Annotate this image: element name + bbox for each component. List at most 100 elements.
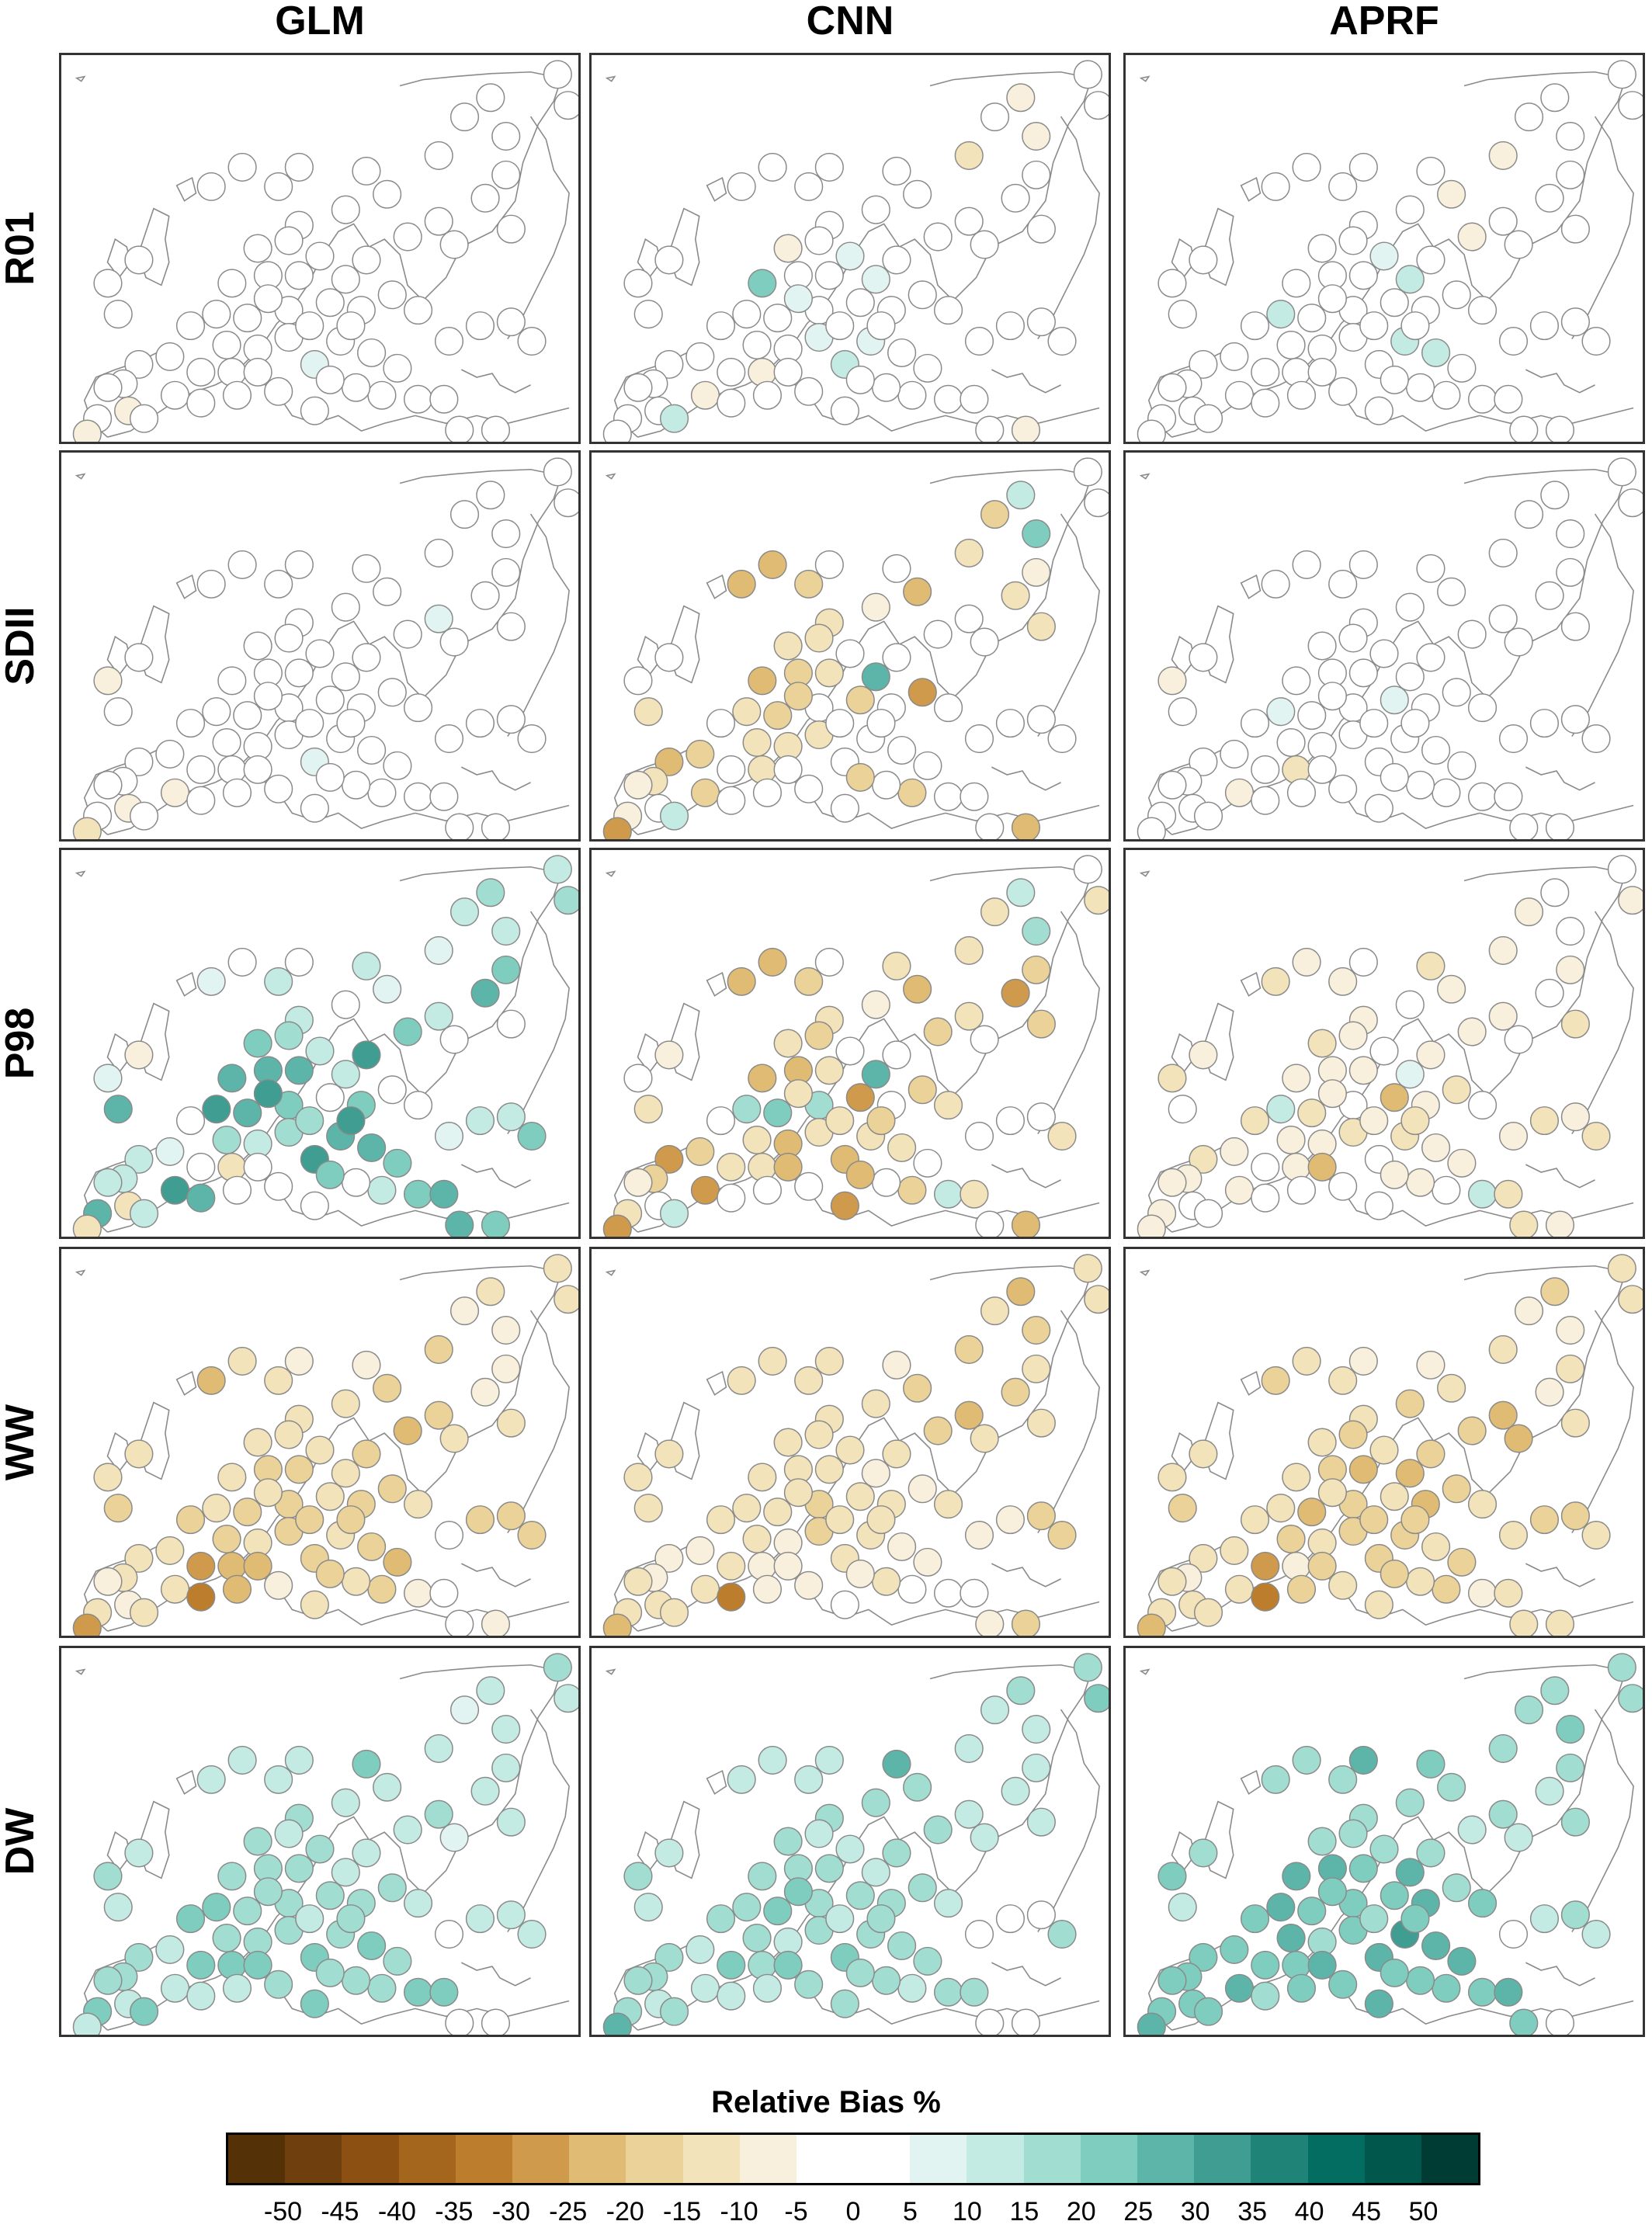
- station-marker: [685, 1536, 715, 1565]
- station-marker: [732, 1893, 762, 1922]
- station-marker: [403, 782, 433, 811]
- coastline-segment: [175, 971, 197, 997]
- station-marker: [602, 1214, 632, 1237]
- station-marker: [1467, 296, 1498, 325]
- coastline-segment: [1139, 870, 1150, 877]
- station-marker: [1556, 160, 1585, 189]
- station-marker: [830, 1191, 859, 1220]
- coastline-segment: [605, 473, 616, 480]
- station-marker: [763, 701, 793, 731]
- station-marker: [773, 1428, 803, 1457]
- station-marker: [377, 280, 407, 310]
- station-marker: [1488, 1799, 1518, 1829]
- station-marker: [1011, 2008, 1041, 2035]
- station-marker: [331, 1459, 360, 1488]
- station-marker: [975, 2008, 1005, 2035]
- station-marker: [1581, 1521, 1611, 1550]
- coastline-segment: [852, 1265, 1093, 1496]
- station-marker: [964, 327, 994, 356]
- station-marker: [517, 724, 547, 754]
- station-marker: [654, 245, 684, 275]
- coastline-segment: [1240, 971, 1262, 997]
- station-marker: [352, 1350, 381, 1379]
- station-marker: [434, 724, 464, 754]
- station-marker: [434, 327, 464, 356]
- station-marker: [1581, 724, 1611, 754]
- station-marker: [1556, 1715, 1585, 1744]
- station-marker: [1442, 678, 1471, 707]
- station-marker: [654, 1838, 684, 1868]
- station-marker: [233, 304, 262, 333]
- station-marker: [403, 1179, 433, 1209]
- station-marker: [794, 1570, 824, 1600]
- station-marker: [690, 380, 720, 410]
- station-marker: [1157, 1168, 1187, 1197]
- station-marker: [1348, 1854, 1378, 1883]
- station-marker: [1442, 1474, 1471, 1504]
- station-marker: [449, 1296, 480, 1326]
- coastline-segment: [1202, 605, 1234, 684]
- station-marker: [424, 604, 453, 633]
- station-marker: [602, 1613, 632, 1636]
- station-marker: [124, 1543, 154, 1573]
- coastline-segment: [1240, 574, 1262, 599]
- station-marker: [403, 384, 433, 414]
- station-marker: [315, 365, 345, 394]
- station-marker: [186, 1981, 216, 2011]
- station-marker: [233, 701, 262, 731]
- station-marker: [1189, 1439, 1218, 1469]
- station-marker: [887, 1133, 917, 1163]
- station-marker: [633, 1494, 663, 1523]
- coastline-segment: [106, 238, 132, 279]
- station-marker: [1607, 1653, 1636, 1682]
- station-marker: [284, 658, 314, 688]
- station-marker: [264, 774, 293, 803]
- station-marker: [1022, 955, 1051, 984]
- station-marker: [1022, 1354, 1051, 1383]
- station-marker: [1282, 1862, 1311, 1891]
- station-marker: [1297, 701, 1327, 731]
- station-marker: [1432, 380, 1461, 410]
- station-marker: [186, 1152, 216, 1182]
- station-marker: [814, 1854, 844, 1883]
- station-marker: [1292, 550, 1321, 579]
- station-marker: [970, 1424, 999, 1453]
- station-marker: [491, 955, 521, 984]
- station-marker: [1006, 83, 1036, 113]
- station-marker: [554, 1684, 578, 1713]
- station-marker: [357, 1133, 387, 1163]
- station-marker: [773, 1827, 803, 1856]
- station-marker: [196, 172, 226, 201]
- station-marker: [93, 1966, 123, 1995]
- station-marker: [1535, 1377, 1564, 1407]
- station-marker: [1307, 1152, 1337, 1182]
- station-marker: [1535, 183, 1564, 213]
- station-marker: [1282, 1064, 1311, 1093]
- coastline-segment: [1171, 1032, 1196, 1074]
- station-marker: [960, 782, 989, 811]
- colorbar-tick-label: -35: [435, 2197, 474, 2226]
- station-marker: [341, 373, 371, 402]
- station-marker: [659, 1199, 689, 1228]
- station-marker: [685, 1935, 715, 1964]
- station-marker: [742, 727, 772, 758]
- station-marker: [1380, 1083, 1409, 1112]
- station-marker: [212, 1524, 241, 1554]
- station-marker: [1348, 1056, 1378, 1085]
- station-marker: [103, 1095, 133, 1124]
- station-marker: [1348, 947, 1378, 977]
- map-panel-ww-aprf: [1123, 1247, 1645, 1638]
- station-marker: [845, 1881, 875, 1910]
- station-marker: [1261, 967, 1290, 996]
- station-marker: [1395, 195, 1425, 224]
- station-marker: [1535, 978, 1564, 1008]
- station-marker: [1405, 1966, 1435, 1995]
- coastline-segment: [1525, 1164, 1595, 1189]
- station-marker: [1369, 1036, 1399, 1066]
- station-marker: [300, 1590, 329, 1619]
- station-marker: [654, 1543, 684, 1573]
- station-marker: [465, 1106, 495, 1136]
- station-marker: [1560, 1009, 1590, 1039]
- station-marker: [424, 935, 453, 965]
- station-marker: [814, 1745, 844, 1775]
